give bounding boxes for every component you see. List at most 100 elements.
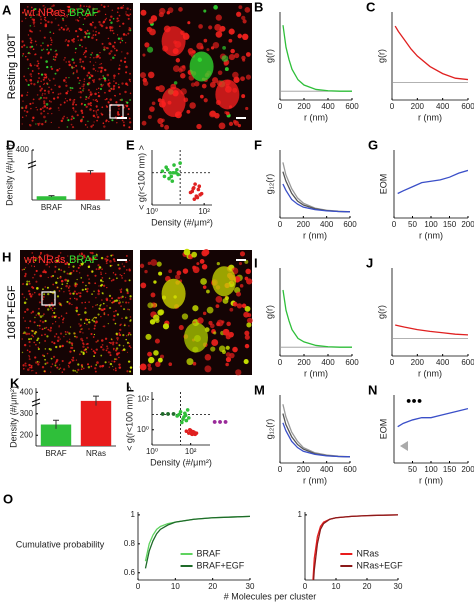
fluor-spot [87, 81, 91, 85]
fluor-spot [125, 82, 128, 86]
fluor-spot [35, 371, 38, 374]
fluor-spot [54, 270, 56, 272]
fluor-spot [120, 290, 122, 292]
fluor-spot [89, 108, 92, 111]
fluor-spot [63, 115, 65, 118]
fluor-spot [77, 19, 80, 22]
fluor-spot [52, 355, 56, 358]
fluor-spot [117, 37, 121, 40]
fluor-spot [67, 255, 69, 257]
fluor-spot [105, 272, 107, 275]
fluor-spot [73, 284, 76, 286]
fluor-spot [108, 89, 111, 92]
fluor-spot [40, 334, 43, 337]
fluor-spot [118, 332, 121, 334]
plot-area [392, 25, 468, 83]
fluor-spot [28, 280, 31, 283]
fluor-spot [26, 94, 28, 97]
fluor-spot [158, 309, 165, 315]
fluor-spot [95, 112, 98, 114]
fluor-spot [82, 332, 84, 334]
fluor-spot [75, 306, 79, 310]
fluor-spot [75, 270, 78, 273]
fluor-spot [66, 27, 70, 30]
fluor-spot [51, 340, 54, 344]
fluor-spot [245, 52, 251, 57]
fluor-spot [77, 39, 79, 41]
fluor-spot [32, 18, 36, 22]
fluor-spot [200, 46, 204, 50]
fluor-spot [127, 32, 130, 35]
fluor-spot [125, 255, 128, 257]
fluor-spot [79, 324, 82, 327]
fluor-spot [44, 6, 46, 8]
fluor-spot [29, 79, 33, 82]
fluor-spot [65, 76, 67, 79]
fluor-spot [100, 283, 104, 287]
fluor-spot [79, 5, 82, 8]
fluor-spot [140, 282, 147, 289]
fluor-spot [40, 73, 44, 76]
fluor-spot [126, 84, 129, 87]
fluor-spot [40, 22, 42, 24]
x-axis-label: r (nm) [303, 230, 327, 240]
fluor-spot [112, 46, 115, 48]
fluor-spot [92, 109, 95, 112]
fluor-spot [88, 32, 91, 35]
fluor-spot [51, 5, 53, 8]
fluor-spot [36, 109, 39, 111]
panel-letter: B [254, 0, 263, 14]
fluor-spot [119, 41, 122, 44]
panel-letter: K [10, 375, 20, 390]
fluor-spot [22, 317, 25, 319]
fluor-spot [39, 30, 41, 32]
fluor-spot [56, 366, 59, 369]
fluor-spot [150, 292, 156, 298]
fluor-spot [116, 336, 119, 340]
point [183, 413, 188, 418]
fluor-spot [97, 87, 100, 90]
fluor-spot [78, 82, 80, 84]
fluor-spot [107, 37, 110, 40]
fluor-spot [44, 121, 47, 123]
fluor-spot [23, 296, 26, 299]
series-line [144, 515, 250, 569]
fluor-spot [28, 258, 31, 261]
fluor-spot [57, 93, 60, 96]
fluor-spot [80, 91, 83, 94]
fluor-spot [142, 53, 146, 57]
fluor-spot [70, 123, 73, 126]
panel-letter: H [2, 249, 11, 264]
fluor-spot [238, 261, 243, 266]
fluor-spot [52, 56, 55, 58]
fluor-spot [53, 335, 56, 338]
series-line [397, 407, 468, 428]
fluor-spot [246, 322, 252, 328]
axis-break [27, 160, 37, 169]
fluor-spot [28, 29, 32, 33]
x-tick-label: 10⁰ [146, 207, 158, 216]
x-tick-label: 200 [297, 465, 311, 474]
fluor-spot [108, 294, 112, 297]
fluor-spot [80, 253, 84, 256]
fluor-spot [81, 45, 84, 48]
fluor-spot [56, 96, 60, 99]
fluor-spot [186, 358, 194, 366]
x-tick-label: 100 [424, 465, 438, 474]
fluor-spot [81, 365, 84, 368]
fluor-spot [43, 269, 46, 272]
fluor-spot [63, 291, 65, 293]
fluor-spot [65, 91, 68, 95]
fluor-spot [228, 54, 235, 61]
fluor-spot [246, 317, 253, 324]
fluor-spot [122, 22, 125, 25]
fluor-spot [114, 322, 117, 325]
fluor-spot [32, 98, 35, 101]
fluor-spot [54, 265, 57, 268]
fluor-spot [104, 91, 106, 94]
fluor-spot [117, 72, 120, 75]
fluor-spot [83, 78, 86, 80]
fluor-spot [86, 32, 88, 35]
fluor-spot [168, 362, 173, 367]
fluor-spot [93, 355, 95, 358]
